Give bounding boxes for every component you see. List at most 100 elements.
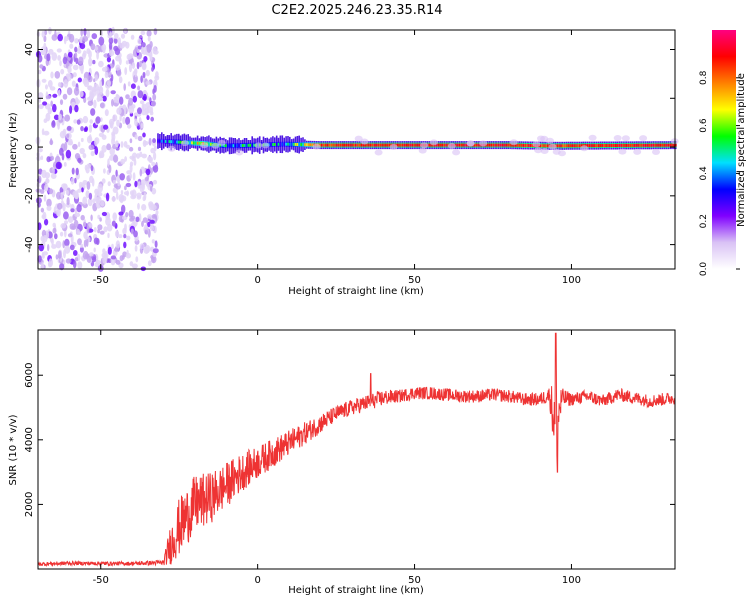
carrier-core <box>626 143 628 147</box>
carrier-core <box>289 142 291 146</box>
noise-speck <box>103 226 108 233</box>
carrier-core <box>545 144 547 148</box>
noise-speck <box>58 113 63 121</box>
carrier-core <box>464 143 466 147</box>
carrier-sidelobe <box>588 134 597 141</box>
carrier-core <box>590 144 592 148</box>
noise-speck <box>86 29 91 39</box>
noise-speck <box>85 238 89 247</box>
carrier-core <box>300 143 302 147</box>
noise-speck <box>135 256 139 263</box>
carrier-core <box>435 143 438 147</box>
carrier-core <box>595 144 598 148</box>
noise-speck <box>46 53 51 62</box>
carrier-core <box>191 141 193 145</box>
noise-speck <box>130 83 136 89</box>
carrier-core <box>513 143 515 147</box>
noise-speck <box>112 179 116 185</box>
noise-speck <box>152 179 158 185</box>
noise-speck <box>73 250 78 256</box>
carrier-core <box>228 144 231 148</box>
noise-speck <box>52 93 58 98</box>
carrier-sidelobe <box>613 135 622 141</box>
noise-speck <box>74 52 78 59</box>
noise-speck <box>84 126 88 132</box>
carrier-core <box>307 143 310 147</box>
noise-speck <box>97 214 101 220</box>
noise-speck <box>145 168 151 176</box>
snr-frame <box>37 329 676 570</box>
noise-speck <box>76 204 82 213</box>
noise-speck <box>139 151 143 158</box>
carrier-core <box>162 139 165 143</box>
noise-speck <box>93 227 97 233</box>
noise-speck <box>39 64 44 69</box>
noise-speck <box>86 163 91 170</box>
carrier-core <box>330 143 333 147</box>
noise-speck <box>82 153 87 159</box>
noise-speck <box>97 86 103 91</box>
noise-speck <box>40 207 45 213</box>
noise-speck <box>85 190 90 199</box>
noise-speck <box>88 50 92 59</box>
carrier-sidelobe <box>374 149 383 156</box>
carrier-core <box>338 143 340 147</box>
carrier-core <box>232 144 235 148</box>
noise-speck <box>79 246 84 253</box>
noise-speck <box>52 227 57 234</box>
noise-speck <box>139 168 143 177</box>
noise-speck <box>120 158 126 165</box>
noise-speck <box>80 137 84 143</box>
carrier-core <box>648 143 651 147</box>
noise-speck <box>115 140 119 148</box>
noise-speck <box>101 43 107 52</box>
noise-speck <box>124 223 127 232</box>
carrier-core <box>609 144 611 147</box>
carrier-core <box>624 143 626 147</box>
noise-speck <box>118 76 123 84</box>
noise-speck <box>97 183 104 193</box>
carrier-core <box>635 143 638 147</box>
noise-speck <box>140 179 146 186</box>
carrier-sidelobe <box>420 142 429 149</box>
carrier-core <box>658 143 660 147</box>
carrier-sidelobe <box>418 147 427 154</box>
noise-speck <box>56 191 62 200</box>
x-tick-label: 50 <box>408 275 421 286</box>
carrier-core <box>599 144 602 147</box>
noise-speck <box>52 103 57 113</box>
noise-speck <box>137 202 140 210</box>
y-tick-label: -40 <box>24 236 35 252</box>
noise-speck <box>107 232 110 239</box>
carrier-core <box>281 142 284 146</box>
carrier-core <box>577 144 579 148</box>
noise-speck <box>103 168 106 174</box>
noise-speck <box>115 93 119 99</box>
carrier-core <box>661 143 664 147</box>
carrier-core <box>507 143 509 147</box>
noise-speck <box>152 248 159 254</box>
noise-speck <box>149 51 153 60</box>
noise-speck <box>147 35 151 42</box>
carrier-core <box>405 143 408 147</box>
carrier-core <box>322 143 325 147</box>
carrier-core <box>528 144 530 147</box>
carrier-sidelobe <box>479 140 488 147</box>
noise-speck <box>126 54 132 61</box>
noise-speck <box>137 146 142 152</box>
noise-speck <box>111 196 116 202</box>
carrier-core <box>290 142 293 146</box>
noise-speck <box>98 132 105 138</box>
carrier-sidelobe <box>235 149 244 156</box>
noise-speck <box>35 197 42 204</box>
noise-speck <box>74 153 81 160</box>
noise-speck <box>74 191 79 200</box>
noise-speck <box>130 194 137 200</box>
snr-x-label: Height of straight line (km) <box>288 585 424 596</box>
noise-speck <box>134 47 138 52</box>
noise-speck <box>133 159 137 166</box>
noise-speck <box>78 56 84 65</box>
noise-speck <box>108 118 115 126</box>
colorbar-label: Normalized spectral amplitude <box>736 73 747 227</box>
noise-speck <box>99 102 105 109</box>
